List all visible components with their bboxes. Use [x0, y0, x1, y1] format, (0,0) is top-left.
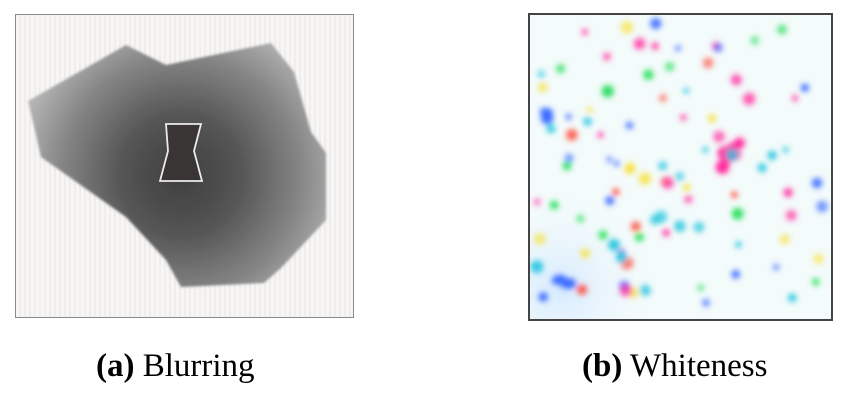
color-dot — [782, 147, 789, 154]
color-dot — [786, 210, 797, 221]
color-dot — [703, 58, 714, 69]
color-dot — [605, 196, 614, 205]
caption-a-label: Blurring — [143, 348, 255, 384]
color-dot — [750, 36, 759, 45]
color-dot — [651, 42, 658, 49]
color-dot — [813, 254, 823, 264]
color-dot — [538, 82, 548, 92]
color-dot — [534, 233, 546, 245]
color-dot — [563, 162, 572, 171]
color-dot — [683, 184, 691, 192]
color-dot — [581, 29, 588, 36]
color-dot — [624, 163, 635, 174]
caption-a-tag: (a) — [96, 348, 134, 384]
color-dot — [566, 129, 578, 141]
color-dot — [658, 161, 667, 170]
color-dot — [812, 278, 820, 286]
color-dot — [784, 188, 793, 197]
color-dot — [801, 84, 809, 92]
color-dot — [816, 201, 828, 213]
color-dot — [731, 270, 740, 279]
color-dot — [675, 45, 681, 51]
color-dot — [708, 114, 716, 122]
color-dot — [702, 299, 710, 307]
color-dot — [684, 195, 693, 204]
whiteness-panel — [528, 13, 833, 321]
color-dot — [675, 172, 685, 182]
caption-a: (a) Blurring — [96, 350, 255, 383]
color-dot — [713, 131, 725, 143]
color-dot — [650, 18, 661, 29]
color-dot — [606, 156, 613, 163]
whiteness-image — [530, 15, 831, 319]
color-dot — [731, 192, 737, 198]
color-dot — [534, 199, 541, 206]
color-dot — [640, 285, 651, 296]
color-dot — [777, 25, 787, 35]
color-dot — [587, 107, 593, 113]
caption-b-tag: (b) — [582, 348, 622, 384]
color-dot — [621, 21, 634, 34]
color-dot — [735, 241, 742, 248]
color-dot — [698, 285, 704, 291]
color-dot — [731, 74, 742, 85]
caption-b: (b) Whiteness — [582, 350, 767, 383]
color-dot — [674, 220, 686, 232]
color-dot — [734, 138, 745, 149]
color-dot — [732, 208, 744, 220]
color-dot — [631, 222, 641, 232]
color-dot — [556, 64, 565, 73]
color-dot — [598, 230, 607, 239]
color-dot — [661, 178, 667, 184]
blurring-image — [16, 15, 352, 316]
color-dot — [580, 248, 590, 258]
color-dot — [662, 229, 670, 237]
color-dot — [597, 132, 603, 138]
color-dot — [634, 41, 641, 48]
color-dot — [626, 122, 634, 130]
color-dot — [792, 95, 798, 101]
color-dot — [601, 85, 614, 98]
color-dot — [773, 264, 780, 271]
color-dot — [614, 160, 620, 166]
color-dot — [680, 114, 686, 120]
color-dot — [758, 163, 767, 172]
color-dot — [659, 94, 667, 102]
color-dot — [565, 154, 574, 163]
color-dot — [788, 294, 797, 303]
blurring-panel — [15, 14, 354, 318]
color-dot — [550, 201, 559, 210]
color-dot — [577, 285, 587, 295]
color-dot — [694, 222, 705, 233]
color-dot — [566, 278, 577, 289]
color-dot — [583, 117, 592, 126]
color-dot — [812, 178, 823, 189]
color-dot — [565, 113, 572, 120]
color-dot — [612, 188, 619, 195]
color-dot — [530, 260, 543, 273]
color-dot — [714, 43, 723, 52]
color-dot — [655, 210, 668, 223]
color-dot — [702, 147, 709, 154]
color-dot — [608, 239, 620, 251]
color-dot — [767, 151, 777, 161]
color-dot — [726, 149, 739, 162]
color-dot — [577, 215, 584, 222]
color-dot — [639, 173, 651, 185]
color-dot — [643, 69, 654, 80]
color-dot — [683, 88, 689, 94]
color-dot — [539, 292, 548, 301]
caption-b-label: Whiteness — [630, 348, 767, 384]
color-dot — [665, 62, 674, 71]
color-dot — [616, 252, 627, 263]
color-dot — [540, 108, 548, 116]
color-dot — [780, 234, 790, 244]
color-dot — [603, 53, 611, 61]
color-dot — [537, 70, 545, 78]
color-dot — [635, 233, 644, 242]
color-dot — [546, 124, 555, 133]
color-dot — [743, 93, 756, 106]
color-dot — [716, 160, 730, 174]
color-dot — [620, 284, 633, 297]
